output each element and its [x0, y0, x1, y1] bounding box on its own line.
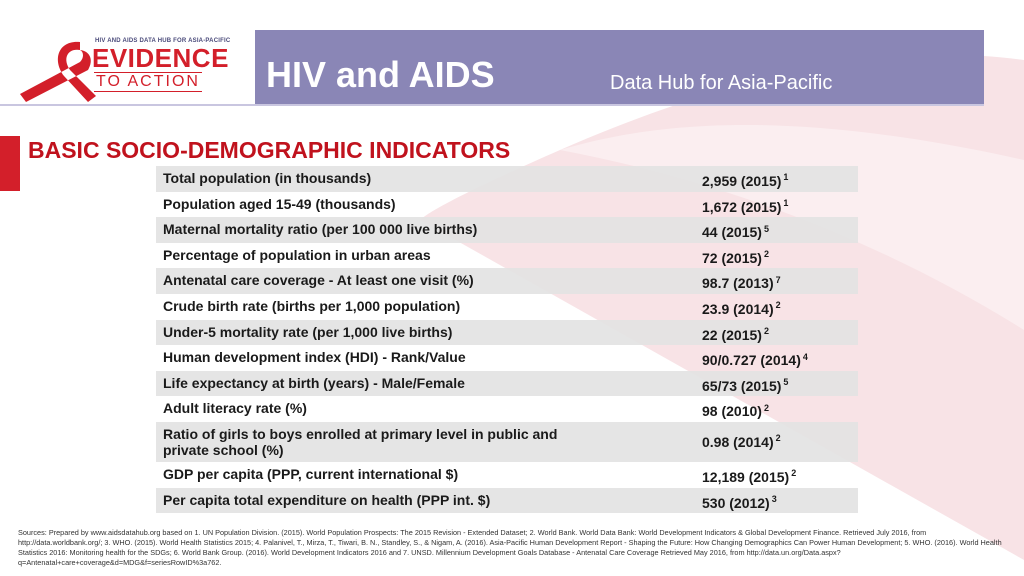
- indicator-label: Per capita total expenditure on health (…: [163, 491, 491, 508]
- table-row: Antenatal care coverage - At least one v…: [156, 268, 858, 294]
- source-ref: 1: [783, 197, 789, 208]
- section-accent-bar: [0, 136, 20, 191]
- logo-tagline: HIV AND AIDS DATA HUB FOR ASIA-PACIFIC: [95, 38, 231, 44]
- indicator-label: GDP per capita (PPP, current internation…: [163, 465, 459, 482]
- indicator-value: 72 (2015) 2: [702, 249, 769, 266]
- indicator-value: 1,672 (2015) 1: [702, 197, 789, 215]
- source-ref: 2: [763, 249, 769, 260]
- table-row: Maternal mortality ratio (per 100 000 li…: [156, 217, 858, 243]
- indicator-label: Total population (in thousands): [163, 170, 372, 186]
- indicator-label: Antenatal care coverage - At least one v…: [163, 272, 474, 289]
- indicator-label: Life expectancy at birth (years) - Male/…: [163, 374, 465, 391]
- indicator-value: 44 (2015) 5: [702, 223, 769, 241]
- indicator-value: 12,189 (2015) 2: [702, 468, 797, 485]
- indicator-value: 2,959 (2015) 1: [702, 172, 789, 189]
- table-row: Per capita total expenditure on health (…: [156, 487, 858, 514]
- table-row: Human development index (HDI) - Rank/Val…: [156, 345, 858, 371]
- indicator-value: 98.7 (2013) 7: [702, 274, 781, 292]
- logo-wordmark-secondary: TO ACTION: [94, 72, 202, 92]
- table-row: Total population (in thousands) 2,959 (2…: [156, 166, 858, 192]
- sources-footnote: Sources: Prepared by www.aidsdatahub.org…: [18, 528, 1002, 567]
- source-ref: 2: [775, 433, 781, 444]
- section-title: BASIC SOCIO-DEMOGRAPHIC INDICATORS: [28, 137, 511, 163]
- table-row: Ratio of girls to boys enrolled at prima…: [156, 421, 858, 462]
- indicator-value: 530 (2012) 3: [702, 493, 777, 511]
- source-ref: 2: [763, 325, 769, 336]
- source-ref: 1: [783, 172, 789, 183]
- indicator-label: Maternal mortality ratio (per 100 000 li…: [163, 221, 478, 238]
- table-row: Percentage of population in urban areas …: [156, 243, 858, 269]
- indicator-label: Human development index (HDI) - Rank/Val…: [163, 349, 466, 366]
- table-row: Population aged 15-49 (thousands) 1,672 …: [156, 192, 858, 218]
- page-subtitle: Data Hub for Asia-Pacific: [610, 72, 833, 94]
- table-row: Adult literacy rate (%) 98 (2010) 2: [156, 396, 858, 422]
- header-divider: [0, 104, 984, 106]
- red-ribbon-logo-icon: [20, 41, 96, 102]
- logo-wordmark-primary: EVIDENCE: [92, 43, 229, 73]
- source-ref: 2: [763, 402, 769, 413]
- table-row: Crude birth rate (births per 1,000 popul…: [156, 294, 858, 320]
- indicator-value: 22 (2015) 2: [702, 325, 769, 343]
- indicator-label: Percentage of population in urban areas: [163, 246, 431, 263]
- source-ref: 4: [802, 351, 808, 362]
- table-row: Under-5 mortality rate (per 1,000 live b…: [156, 319, 858, 346]
- indicator-label: Adult literacy rate (%): [163, 400, 307, 417]
- indicator-label: Ratio of girls to boys enrolled at prima…: [163, 425, 558, 458]
- source-ref: 5: [783, 377, 789, 388]
- table-row: Life expectancy at birth (years) - Male/…: [156, 370, 858, 397]
- source-ref: 2: [775, 300, 781, 311]
- indicator-label: Under-5 mortality rate (per 1,000 live b…: [163, 323, 453, 340]
- indicator-value: 98 (2010) 2: [702, 402, 769, 420]
- page-title: HIV and AIDS: [266, 54, 495, 95]
- indicator-label: Population aged 15-49 (thousands): [163, 195, 396, 212]
- source-ref: 2: [791, 468, 797, 479]
- table-row: GDP per capita (PPP, current internation…: [156, 462, 858, 488]
- source-ref: 7: [775, 274, 781, 285]
- indicator-value: 90/0.727 (2014) 4: [702, 351, 808, 369]
- indicator-value: 23.9 (2014) 2: [702, 300, 781, 317]
- indicator-value: 0.98 (2014) 2: [702, 433, 781, 450]
- indicators-table: Total population (in thousands) 2,959 (2…: [156, 166, 858, 514]
- indicator-label: Crude birth rate (births per 1,000 popul…: [163, 297, 461, 314]
- source-ref: 3: [771, 493, 777, 504]
- indicator-value: 65/73 (2015) 5: [702, 377, 789, 394]
- source-ref: 5: [763, 223, 769, 234]
